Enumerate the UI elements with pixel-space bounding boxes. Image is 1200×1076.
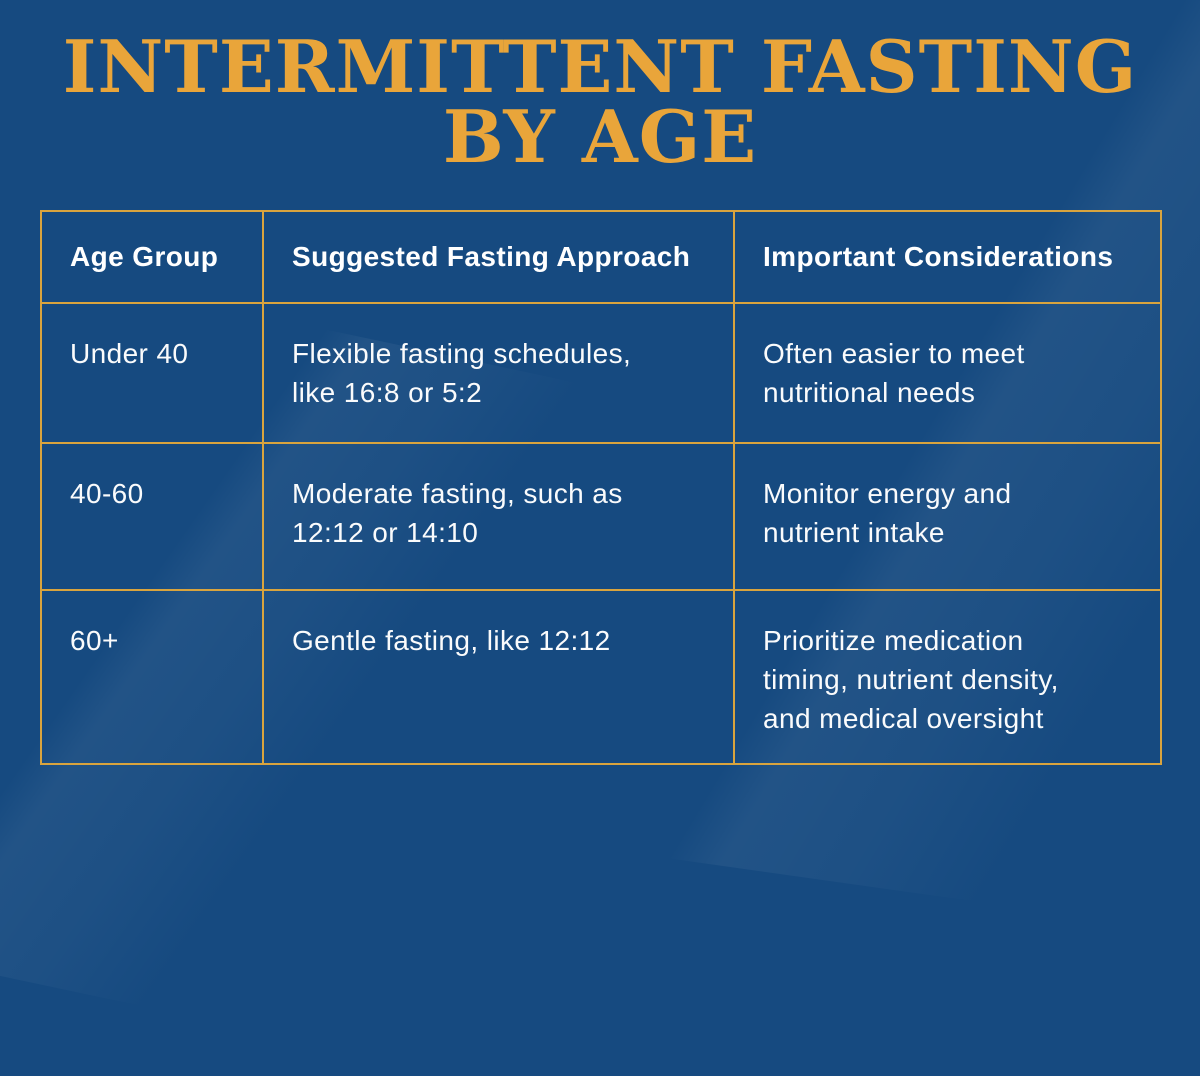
cell-age-group: Under 40: [40, 302, 264, 444]
cell-approach: Gentle fasting, like 12:12: [262, 589, 735, 765]
fasting-by-age-table: Age Group Suggested Fasting Approach Imp…: [40, 210, 1162, 765]
cell-age-group: 40-60: [40, 442, 264, 591]
page-title: INTERMITTENT FASTING BY AGE: [0, 24, 1200, 179]
cell-age-group: 60+: [40, 589, 264, 765]
header-age-group: Age Group: [40, 210, 264, 304]
table-row-40-60: 40-60 Moderate fasting, such as 12:12 or…: [40, 442, 1162, 591]
header-suggested-fasting-approach: Suggested Fasting Approach: [262, 210, 735, 304]
cell-considerations: Monitor energy and nutrient intake: [733, 442, 1162, 591]
cell-approach: Flexible fasting schedules, like 16:8 or…: [262, 302, 735, 444]
table-row-60-plus: 60+ Gentle fasting, like 12:12 Prioritiz…: [40, 589, 1162, 765]
table-row-under-40: Under 40 Flexible fasting schedules, lik…: [40, 302, 1162, 444]
cell-considerations: Prioritize medication timing, nutrient d…: [733, 589, 1162, 765]
page-title-line-1: INTERMITTENT FASTING: [62, 24, 1138, 109]
header-important-considerations: Important Considerations: [733, 210, 1162, 304]
table-header-row: Age Group Suggested Fasting Approach Imp…: [40, 210, 1162, 304]
cell-approach: Moderate fasting, such as 12:12 or 14:10: [262, 442, 735, 591]
page-title-line-2: BY AGE: [442, 94, 758, 179]
cell-considerations: Often easier to meet nutritional needs: [733, 302, 1162, 444]
